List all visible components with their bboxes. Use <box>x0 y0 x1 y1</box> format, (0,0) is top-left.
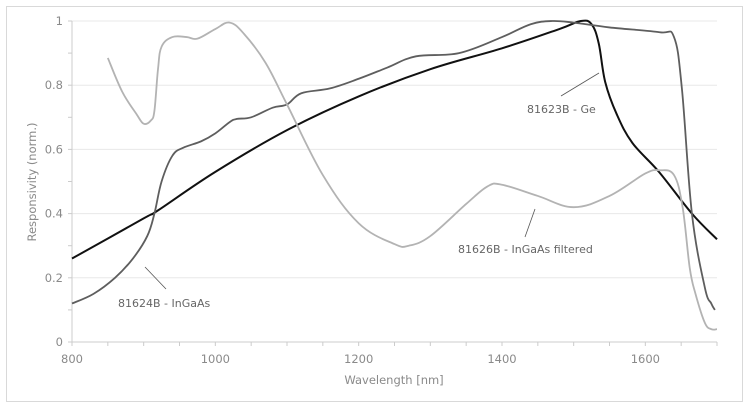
gridlines <box>72 20 717 279</box>
y-axis-label: Responsivity (norm.) <box>25 122 39 241</box>
axes: 0 0.2 0.4 0.6 0.8 1 800 1000 1200 1400 1600 <box>45 14 718 366</box>
x-tick-label: 800 <box>61 352 83 366</box>
annotation-ingaas: 81624B - InGaAs <box>118 297 211 310</box>
x-tick-label: 1600 <box>631 352 660 366</box>
annotation-ge: 81623B - Ge <box>527 103 596 116</box>
x-tick-label: 1000 <box>201 352 230 366</box>
x-tick-label: 1200 <box>344 352 373 366</box>
annotation-filtered: 81626B - InGaAs filtered <box>458 243 593 256</box>
y-tick-label: 0.4 <box>45 207 63 221</box>
series-line-ge <box>71 19 718 260</box>
annotations: 81623B - Ge 81624B - InGaAs 81626B - InG… <box>118 72 600 310</box>
chart-frame <box>6 6 743 402</box>
annotation-leader-ingaas <box>144 266 167 290</box>
y-tick-label: 0.6 <box>45 142 63 156</box>
y-tick-label: 0.8 <box>45 78 63 92</box>
series-line-ingaas-filtered <box>107 21 718 331</box>
series-lines <box>71 19 718 331</box>
annotation-leader-filtered <box>524 208 536 238</box>
y-tick-label: 0 <box>56 335 63 349</box>
annotation-leader-ge <box>560 72 600 97</box>
x-tick-label: 1400 <box>487 352 516 366</box>
series-line-ingaas <box>71 20 716 311</box>
x-axis-label: Wavelength [nm] <box>344 373 443 387</box>
y-tick-label: 0.2 <box>45 271 63 285</box>
y-tick-label: 1 <box>56 14 63 28</box>
